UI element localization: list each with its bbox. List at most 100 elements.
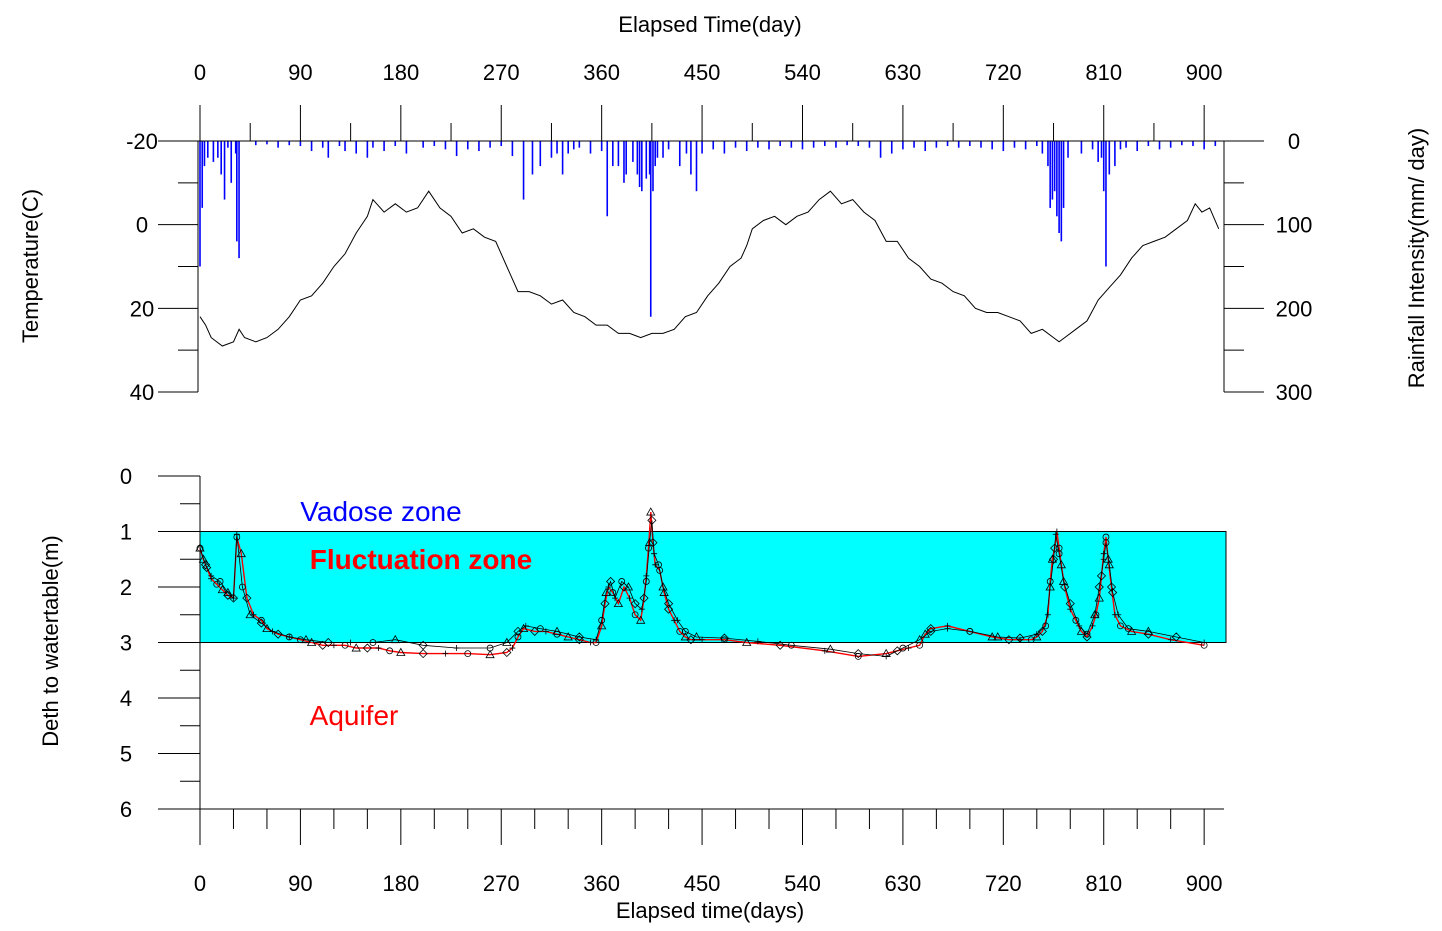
- top-tick-label: 630: [885, 60, 922, 85]
- marker-plus: [1033, 631, 1040, 638]
- marker-plus: [612, 595, 619, 602]
- marker-circle: [681, 628, 689, 635]
- marker-triangle: [914, 634, 925, 644]
- marker-diamond: [775, 640, 785, 650]
- marker-plus: [754, 638, 761, 645]
- marker-circle: [1046, 578, 1054, 585]
- marker-plus: [233, 531, 240, 538]
- marker-circle: [787, 641, 795, 649]
- marker-circle: [1102, 533, 1110, 541]
- marker-triangle: [636, 615, 646, 624]
- marker-diamond: [323, 637, 333, 648]
- marker-triangle: [993, 632, 1003, 641]
- marker-triangle: [1143, 626, 1154, 635]
- marker-triangle: [217, 584, 228, 594]
- marker-diamond: [1004, 635, 1014, 645]
- marker-circle: [1083, 630, 1091, 638]
- marker-diamond: [1050, 543, 1060, 553]
- marker-triangle: [613, 598, 624, 608]
- marker-diamond: [630, 599, 640, 609]
- watertable-x-tick-label: 630: [885, 871, 922, 896]
- marker-triangle: [502, 637, 512, 646]
- aquifer-label: Aquifer: [310, 700, 399, 731]
- marker-plus: [1089, 622, 1096, 629]
- top-axis-title: Elapsed Time(day): [618, 12, 801, 37]
- marker-triangle: [195, 543, 205, 552]
- marker-plus: [638, 606, 645, 613]
- rainfall-tick-label: 0: [1288, 129, 1300, 154]
- marker-plus: [626, 595, 633, 602]
- marker-circle: [631, 611, 639, 619]
- marker-triangle: [563, 632, 573, 641]
- top-axis-ticks: 0 90 180 270 360 450 540 630 720 810 900: [194, 60, 1223, 141]
- marker-circle: [1042, 622, 1050, 630]
- marker-triangle: [659, 587, 669, 596]
- marker-plus: [1167, 636, 1174, 643]
- marker-circle: [1102, 539, 1110, 546]
- watertable-x-tick-label: 270: [483, 871, 520, 896]
- marker-circle: [369, 639, 377, 646]
- watertable-x-tick-label: 540: [784, 871, 821, 896]
- temperature-tick-label: 0: [136, 213, 148, 238]
- marker-diamond: [202, 563, 212, 573]
- marker-triangle: [262, 623, 272, 633]
- marker-triangle: [485, 649, 495, 659]
- marker-diamond: [719, 633, 729, 643]
- marker-plus: [230, 595, 237, 602]
- marker-plus: [1115, 611, 1122, 618]
- watertable-y-tick-label: 1: [120, 520, 132, 545]
- top-chart-axes: -20 0 20 40 0 100 200 300: [126, 129, 1312, 405]
- marker-diamond: [574, 632, 584, 642]
- marker-triangle: [236, 548, 246, 558]
- temperature-axis-title: Temperature(C): [18, 189, 43, 343]
- marker-triangle: [742, 637, 752, 646]
- marker-plus: [905, 645, 912, 652]
- marker-circle: [238, 583, 246, 591]
- marker-diamond: [256, 618, 266, 628]
- bottom-y-axis-title: Deth to watertable(m): [38, 535, 63, 747]
- rainfall-tick-label: 100: [1276, 213, 1313, 238]
- marker-triangle: [1056, 559, 1067, 569]
- marker-triangle: [552, 626, 562, 635]
- marker-triangle: [1094, 593, 1104, 602]
- marker-triangle: [223, 587, 233, 596]
- marker-diamond: [926, 626, 936, 636]
- marker-plus: [208, 572, 215, 579]
- marker-circle: [598, 616, 606, 624]
- marker-plus: [509, 645, 516, 652]
- marker-triangle: [1104, 559, 1114, 569]
- marker-circle: [642, 578, 650, 585]
- marker-diamond: [228, 593, 239, 603]
- marker-diamond: [418, 640, 428, 650]
- marker-diamond: [1015, 633, 1025, 643]
- marker-diamond: [1048, 554, 1059, 564]
- watertable-x-tick-label: 900: [1186, 871, 1223, 896]
- watertable-y-tick-label: 6: [120, 797, 132, 822]
- watertable-x-tick-label: 360: [583, 871, 620, 896]
- marker-triangle: [987, 632, 997, 641]
- watertable-x-tick-label: 810: [1085, 871, 1122, 896]
- marker-plus: [1100, 556, 1107, 563]
- rainfall-axis-title: Rainfall Intensity(mm/ day): [1404, 128, 1429, 388]
- temperature-tick-label: 40: [130, 380, 154, 405]
- marker-triangle: [1090, 609, 1100, 619]
- marker-circle: [1055, 550, 1063, 558]
- marker-triangle: [644, 537, 655, 546]
- marker-diamond: [1106, 582, 1117, 592]
- top-tick-label: 270: [483, 60, 520, 85]
- marker-triangle: [601, 587, 611, 596]
- rainfall-bars: [199, 141, 1217, 317]
- marker-diamond: [647, 515, 657, 525]
- watertable-y-tick-label: 0: [120, 464, 132, 489]
- watertable-line-black: [199, 520, 1205, 657]
- temperature-line: [199, 190, 1220, 347]
- watertable-y-tick-label: 2: [120, 575, 132, 600]
- marker-plus: [286, 633, 293, 640]
- marker-plus: [883, 653, 890, 660]
- marker-diamond: [639, 593, 649, 603]
- marker-circle: [216, 578, 224, 585]
- marker-triangle: [390, 634, 400, 644]
- marker-circle: [899, 644, 907, 652]
- marker-triangle: [920, 629, 930, 638]
- marker-circle: [464, 650, 472, 657]
